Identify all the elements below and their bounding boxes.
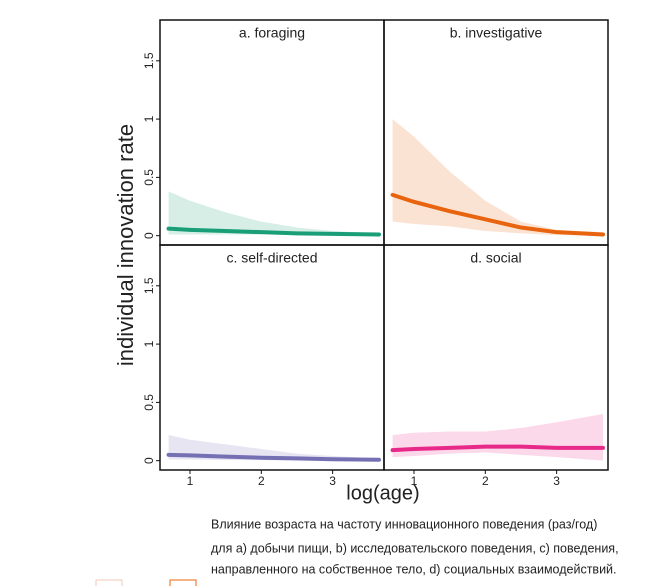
icon (95, 579, 123, 586)
y-axis-label: individual innovation rate (113, 124, 138, 366)
uncertainty-band (168, 435, 380, 461)
uncertainty-band (392, 119, 604, 236)
panel-frame (159, 244, 385, 471)
x-axis-label: log(age) (346, 482, 419, 504)
x-tick-label: 1 (411, 474, 418, 488)
x-tick-label: 2 (258, 474, 265, 488)
mean-line (390, 444, 606, 453)
panel-title: a. foraging (239, 25, 305, 41)
y-tick-label: 1 (142, 115, 156, 122)
uncertainty-band (392, 414, 604, 461)
mean-line (166, 226, 382, 237)
y-tick-label: 1.5 (142, 277, 156, 294)
x-tick-label: 1 (187, 474, 194, 488)
y-tick-label: 0.5 (142, 394, 156, 411)
x-tick-label: 2 (482, 474, 489, 488)
panel-title: d. social (470, 250, 521, 266)
panel-title: b. investigative (450, 25, 543, 41)
caption-line: для a) добычи пищи, b) исследовательског… (211, 541, 619, 555)
panel-title: c. self-directed (226, 250, 317, 266)
y-tick-label: 0 (142, 232, 156, 239)
uncertainty-band (168, 191, 380, 236)
y-tick-label: 0.5 (142, 169, 156, 186)
icon (169, 579, 197, 586)
y-tick-label: 1 (142, 340, 156, 347)
caption-line: Влияние возраста на частоту инновационно… (211, 517, 597, 531)
mean-line (166, 452, 382, 462)
caption-line: направленного на собственное тело, d) со… (211, 562, 617, 576)
mean-line (390, 192, 606, 237)
panel-frame (383, 244, 609, 471)
x-tick-label: 3 (553, 474, 560, 488)
y-tick-label: 1.5 (142, 52, 156, 69)
x-tick-label: 3 (329, 474, 336, 488)
y-tick-label: 0 (142, 457, 156, 464)
